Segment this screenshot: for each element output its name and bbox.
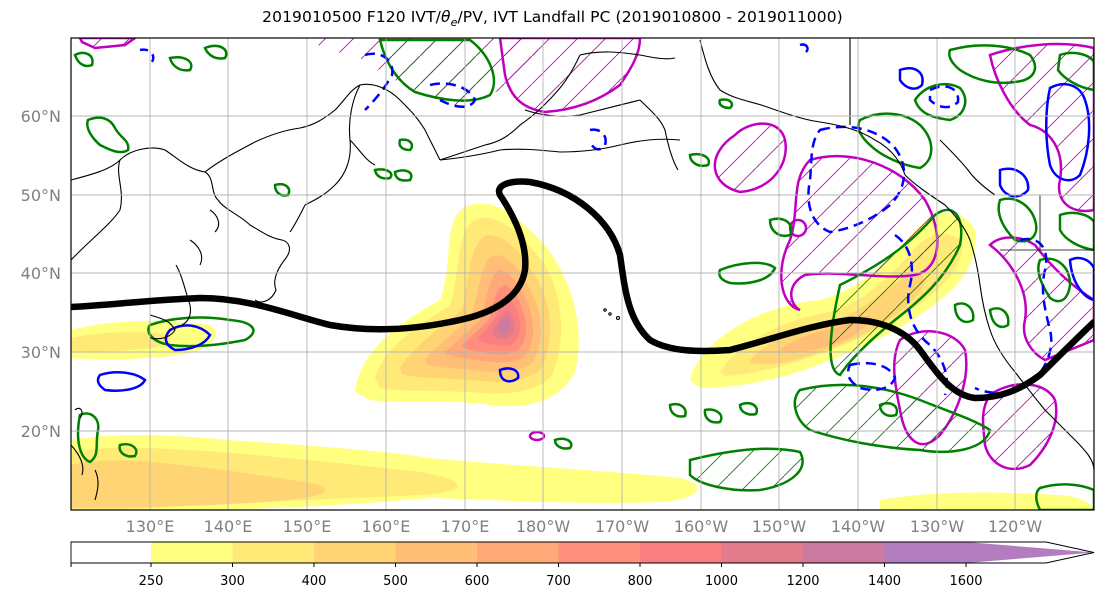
colorbar-extension <box>966 542 1094 563</box>
lon-label-160e: 160°E <box>362 517 411 536</box>
colorbar-segment <box>721 542 804 563</box>
map-title: 2019010500 F120 IVT/θe/PV, IVT Landfall … <box>0 8 1105 29</box>
lon-label-140e: 140°E <box>204 517 253 536</box>
title-theta: θ <box>441 8 451 26</box>
colorbar-segment <box>232 542 315 563</box>
map-panel <box>71 38 1094 510</box>
colorbar-tick-label: 500 <box>383 574 408 589</box>
colorbar-tick-label: 600 <box>465 574 490 589</box>
colorbar-segment <box>558 542 641 563</box>
ivt-landfall-pc-curve <box>71 178 1094 402</box>
colorbar-segment <box>640 542 722 563</box>
theta-contours-blue <box>96 43 1094 396</box>
lon-label-170w: 170°W <box>595 517 650 536</box>
colorbar-segment <box>314 542 396 563</box>
colorbar-frame <box>70 541 1095 564</box>
colorbar-tick-label: 1600 <box>949 574 982 589</box>
colorbar-segment <box>151 542 233 563</box>
lon-label-130e: 130°E <box>126 517 175 536</box>
colorbar: 250 300 400 500 600 700 800 1000 1200 1400 1600 <box>70 541 1095 589</box>
colorbar-tick-label: 1400 <box>868 574 901 589</box>
colorbar-segment <box>803 542 885 563</box>
colorbar-segment <box>395 542 478 563</box>
colorbar-segment-below <box>71 542 151 563</box>
colorbar-segment <box>477 542 559 563</box>
colorbar-segment <box>884 542 967 563</box>
pv-contours-green <box>73 44 1094 510</box>
lon-label-170e: 170°E <box>441 517 490 536</box>
colorbar-tick-label: 700 <box>546 574 571 589</box>
colorbar-tick-label: 300 <box>220 574 245 589</box>
lon-labels: 130°E 140°E 150°E 160°E 170°E 180°W 170°… <box>126 517 1043 536</box>
title-suffix: /PV, IVT Landfall PC (2019010800 - 20190… <box>457 8 843 26</box>
lat-label-30n: 30°N <box>21 343 61 362</box>
lat-label-60n: 60°N <box>21 107 61 126</box>
lat-label-50n: 50°N <box>21 186 61 205</box>
colorbar-tick-label: 800 <box>628 574 653 589</box>
lat-label-20n: 20°N <box>21 422 61 441</box>
lon-label-120w: 120°W <box>988 517 1043 536</box>
lon-label-160w: 160°W <box>674 517 729 536</box>
colorbar-segments <box>151 542 1094 563</box>
lon-label-180w: 180°W <box>516 517 571 536</box>
lon-label-130w: 130°W <box>910 517 965 536</box>
lon-label-140w: 140°W <box>831 517 886 536</box>
map-frame <box>70 37 1095 511</box>
lat-labels: 60°N 50°N 40°N 30°N 20°N <box>21 107 61 441</box>
colorbar-tick-label: 250 <box>139 574 164 589</box>
colorbar-ticks: 250 300 400 500 600 700 800 1000 1200 1400 1600 <box>70 563 983 589</box>
lon-label-150w: 150°W <box>752 517 807 536</box>
title-prefix: 2019010500 F120 IVT/ <box>262 8 441 26</box>
colorbar-tick-label: 400 <box>302 574 327 589</box>
gridlines <box>71 38 1094 510</box>
title-theta-subscript: e <box>450 16 458 30</box>
colorbar-tick-label: 1200 <box>786 574 819 589</box>
colorbar-tick-label: 1000 <box>705 574 738 589</box>
lat-label-40n: 40°N <box>21 264 61 283</box>
lon-label-150e: 150°E <box>283 517 332 536</box>
